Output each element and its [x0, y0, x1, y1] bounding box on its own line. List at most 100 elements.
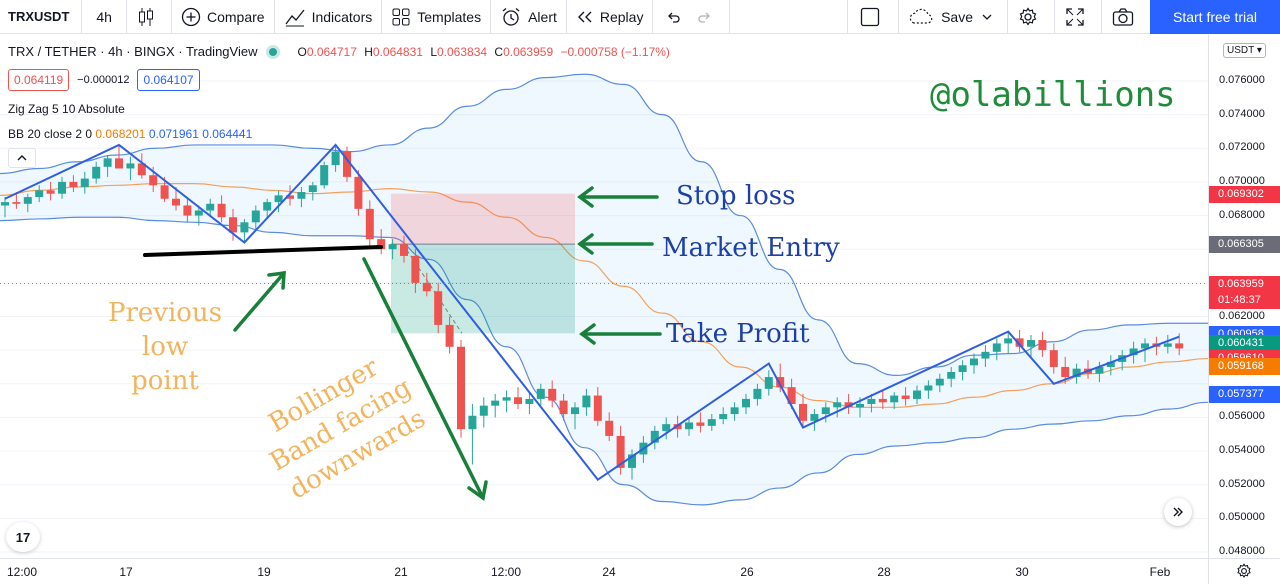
- candle-body: [1175, 343, 1184, 349]
- price-tick: 0.054000: [1219, 444, 1265, 457]
- market-entry-arrow[interactable]: [577, 233, 654, 255]
- compare-button[interactable]: Compare: [172, 0, 275, 34]
- chart-canvas[interactable]: [0, 35, 1208, 558]
- candle-body: [263, 202, 272, 211]
- candle-body: [206, 203, 215, 211]
- price-tick: 0.050000: [1219, 511, 1265, 524]
- time-tick: 19: [257, 565, 271, 579]
- candle-body: [742, 398, 750, 408]
- sell-button[interactable]: 0.064119: [8, 69, 70, 91]
- price-tick: 0.070000: [1219, 174, 1265, 187]
- replay-button[interactable]: Replay: [567, 0, 654, 34]
- chart-pane[interactable]: TRX / TETHER · 4h · BINGX · TradingView …: [0, 35, 1208, 558]
- chevron-down-icon: [982, 14, 992, 20]
- candle-body: [650, 430, 659, 443]
- candle-body: [981, 351, 990, 359]
- time-axis[interactable]: 12:00 17 19 21 12:00 24 26 28 30 Feb: [0, 558, 1208, 584]
- zigzag-indicator-legend[interactable]: Zig Zag 5 10 Absolute: [8, 102, 125, 116]
- candle-body: [605, 420, 614, 436]
- candle-body: [913, 390, 921, 399]
- candle-body: [856, 403, 864, 408]
- previous-low-line-2: point: [131, 365, 199, 396]
- candle-body: [217, 203, 226, 218]
- candle-body: [194, 210, 203, 216]
- templates-button[interactable]: Templates: [382, 0, 492, 34]
- save-button[interactable]: Save: [899, 0, 1008, 34]
- candle-body: [354, 176, 363, 209]
- layout-button[interactable]: [847, 0, 900, 34]
- bollinger-downward-arrow[interactable]: [362, 257, 488, 502]
- alert-label: Alert: [528, 8, 557, 25]
- stop-loss-arrow[interactable]: [577, 186, 659, 208]
- tradingview-logo[interactable]: 17: [6, 522, 40, 552]
- candle-body: [229, 217, 237, 233]
- buy-button[interactable]: 0.064107: [137, 69, 200, 91]
- candle-body: [1049, 350, 1058, 367]
- candle-body: [160, 185, 169, 199]
- indicators-button[interactable]: Indicators: [275, 0, 383, 34]
- candle-body: [411, 255, 420, 283]
- price-label: 0.069302: [1209, 185, 1280, 203]
- candle-body: [1141, 343, 1149, 349]
- previous-low-arrow[interactable]: [233, 270, 286, 332]
- price-label: 0.057377: [1209, 386, 1280, 404]
- candle-body: [992, 343, 1001, 352]
- candle-body: [924, 385, 933, 391]
- double-chevron-right-icon: [1173, 507, 1183, 517]
- candle-body: [764, 377, 773, 389]
- candle-body: [844, 402, 853, 408]
- candle-body: [1129, 348, 1138, 356]
- candle-body: [1095, 366, 1104, 374]
- bb-name: BB 20 close 2 0: [8, 127, 93, 141]
- candle-body: [240, 222, 249, 233]
- time-tick: 12:00: [490, 565, 522, 579]
- take-profit-label: Take Profit: [666, 319, 810, 349]
- snapshot-button[interactable]: [1102, 0, 1150, 34]
- candle-body: [331, 151, 340, 166]
- previous-low-support-line[interactable]: [143, 245, 383, 257]
- candle-body: [12, 202, 21, 204]
- candle-body: [867, 398, 876, 404]
- cloud-icon: [909, 8, 933, 24]
- scroll-to-realtime-button[interactable]: [1164, 498, 1192, 526]
- candle-body: [468, 415, 477, 430]
- chart-type-button[interactable]: [127, 0, 172, 34]
- take-profit-arrow[interactable]: [579, 323, 662, 345]
- candle-body: [58, 181, 66, 194]
- time-tick: Feb: [1149, 565, 1171, 579]
- candle-body: [80, 178, 89, 187]
- alarm-clock-icon: [502, 7, 520, 26]
- candle-body: [536, 388, 545, 399]
- candle-body: [1163, 343, 1172, 347]
- collapse-legend-button[interactable]: [8, 148, 36, 168]
- price-label: 01:48:37: [1209, 291, 1280, 309]
- candle-body: [126, 163, 135, 169]
- price-tick: 0.052000: [1219, 477, 1265, 490]
- bollinger-lower-line: [0, 216, 1208, 506]
- candle-body: [1038, 340, 1047, 351]
- currency-selector[interactable]: USDT ▾: [1223, 43, 1266, 58]
- price-tick: 0.074000: [1219, 107, 1265, 120]
- bollinger-upper-line: [0, 73, 1208, 376]
- alert-button[interactable]: Alert: [491, 0, 567, 34]
- candle-body: [377, 239, 386, 250]
- settings-button[interactable]: [1008, 0, 1055, 34]
- stop-loss-label: Stop loss: [676, 181, 796, 211]
- fullscreen-button[interactable]: [1055, 0, 1102, 34]
- candle-body: [445, 324, 454, 347]
- bollinger-indicator-legend[interactable]: BB 20 close 2 0 0.068201 0.071961 0.0644…: [8, 127, 252, 141]
- candle-body: [628, 454, 636, 468]
- symbol-search-button[interactable]: TRXUSDT: [0, 0, 83, 34]
- axis-settings-corner[interactable]: [1208, 558, 1280, 584]
- price-axis[interactable]: USDT ▾ 0.076000 0.074000 0.072000 0.070000 0…: [1208, 35, 1280, 558]
- redo-icon: [698, 12, 711, 23]
- candle-body: [582, 395, 591, 408]
- templates-grid-icon: [392, 8, 410, 25]
- redo-button[interactable]: [693, 0, 731, 34]
- candle-body: [901, 395, 910, 399]
- candle-body: [422, 282, 431, 292]
- candle-body: [514, 397, 522, 404]
- interval-button[interactable]: 4h: [82, 0, 127, 34]
- undo-button[interactable]: [653, 0, 693, 34]
- start-free-trial-button[interactable]: Start free trial: [1150, 0, 1280, 34]
